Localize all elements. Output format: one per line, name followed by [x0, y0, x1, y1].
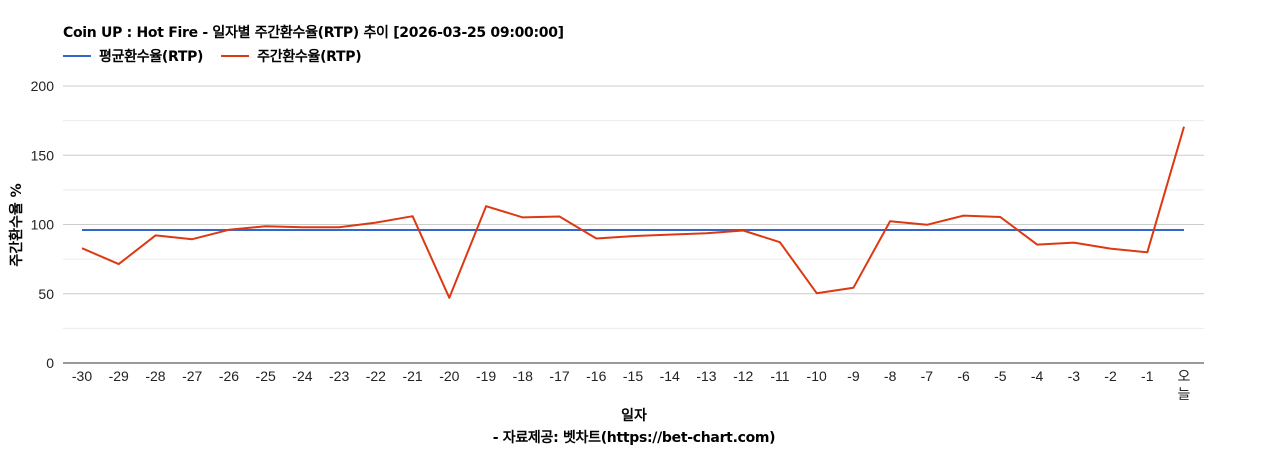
x-tick-label: -23 — [329, 368, 349, 384]
x-tick-label: -26 — [219, 368, 239, 384]
y-tick-label: 50 — [38, 286, 54, 302]
x-tick-label: -6 — [957, 368, 970, 384]
x-tick-label: -11 — [770, 368, 789, 384]
y-tick-label: 100 — [31, 217, 55, 233]
x-tick-label: 늘 — [1178, 387, 1191, 403]
y-tick-label: 200 — [31, 78, 55, 94]
x-axis-label: 일자 — [621, 408, 647, 424]
x-axis-ticks: -30 -29 -28 -27 -26 -25 -24 -23 -22 -21 -20 -19 -18-… — [72, 368, 1191, 403]
x-tick-label: -29 — [109, 368, 129, 384]
x-tick-label: -24 — [292, 368, 312, 384]
legend-swatch-weekly — [221, 55, 250, 57]
x-tick-label: -19 — [476, 368, 496, 384]
x-tick-label: -17 — [549, 368, 569, 384]
x-tick-label: -22 — [366, 368, 386, 384]
legend-label-weekly: 주간환수율(RTP) — [257, 49, 362, 65]
legend-swatch-average — [63, 55, 91, 57]
x-tick-label: -10 — [807, 368, 827, 384]
x-tick-label: -4 — [1031, 368, 1044, 384]
y-axis-label: 주간환수율 % — [9, 183, 25, 267]
x-tick-label: -18 — [513, 368, 533, 384]
weekly-rtp-line[interactable] — [81, 126, 1185, 299]
x-tick-label: -14 — [660, 368, 680, 384]
x-tick-label: -13 — [696, 368, 716, 384]
x-tick-label: 오 — [1178, 369, 1191, 385]
x-tick-label: -1 — [1141, 368, 1154, 384]
legend-item-weekly[interactable]: 주간환수율(RTP) — [221, 46, 362, 66]
x-tick-label: -16 — [586, 368, 606, 384]
x-tick-label: -28 — [145, 368, 165, 384]
x-tick-label: -7 — [921, 368, 934, 384]
x-tick-label: -21 — [402, 368, 422, 384]
data-series — [81, 126, 1185, 299]
x-tick-label: -2 — [1104, 368, 1117, 384]
y-axis-ticks: 0 50 100 150 200 — [31, 78, 55, 371]
data-source-credit: - 자료제공: 벳차트(https://bet-chart.com) — [492, 430, 776, 446]
x-tick-label: -30 — [72, 368, 92, 384]
gridlines — [63, 85, 1204, 329]
chart-title: Coin UP : Hot Fire - 일자별 주간환수율(RTP) 추이 [… — [63, 25, 564, 41]
x-tick-label: -5 — [994, 368, 1007, 384]
x-tick-label: -9 — [847, 368, 860, 384]
x-tick-label: -20 — [439, 368, 459, 384]
legend-label-average: 평균환수율(RTP) — [99, 49, 204, 65]
x-tick-label: -25 — [256, 368, 276, 384]
chart-legend: 평균환수율(RTP) 주간환수율(RTP) — [63, 46, 379, 66]
y-tick-label: 150 — [31, 147, 55, 163]
y-tick-label: 0 — [46, 355, 54, 371]
x-tick-label: -12 — [733, 368, 753, 384]
x-tick-label: -3 — [1068, 368, 1081, 384]
x-tick-label: -8 — [884, 368, 897, 384]
x-tick-label: -15 — [623, 368, 643, 384]
x-tick-label: -27 — [182, 368, 202, 384]
legend-item-average[interactable]: 평균환수율(RTP) — [63, 46, 203, 66]
